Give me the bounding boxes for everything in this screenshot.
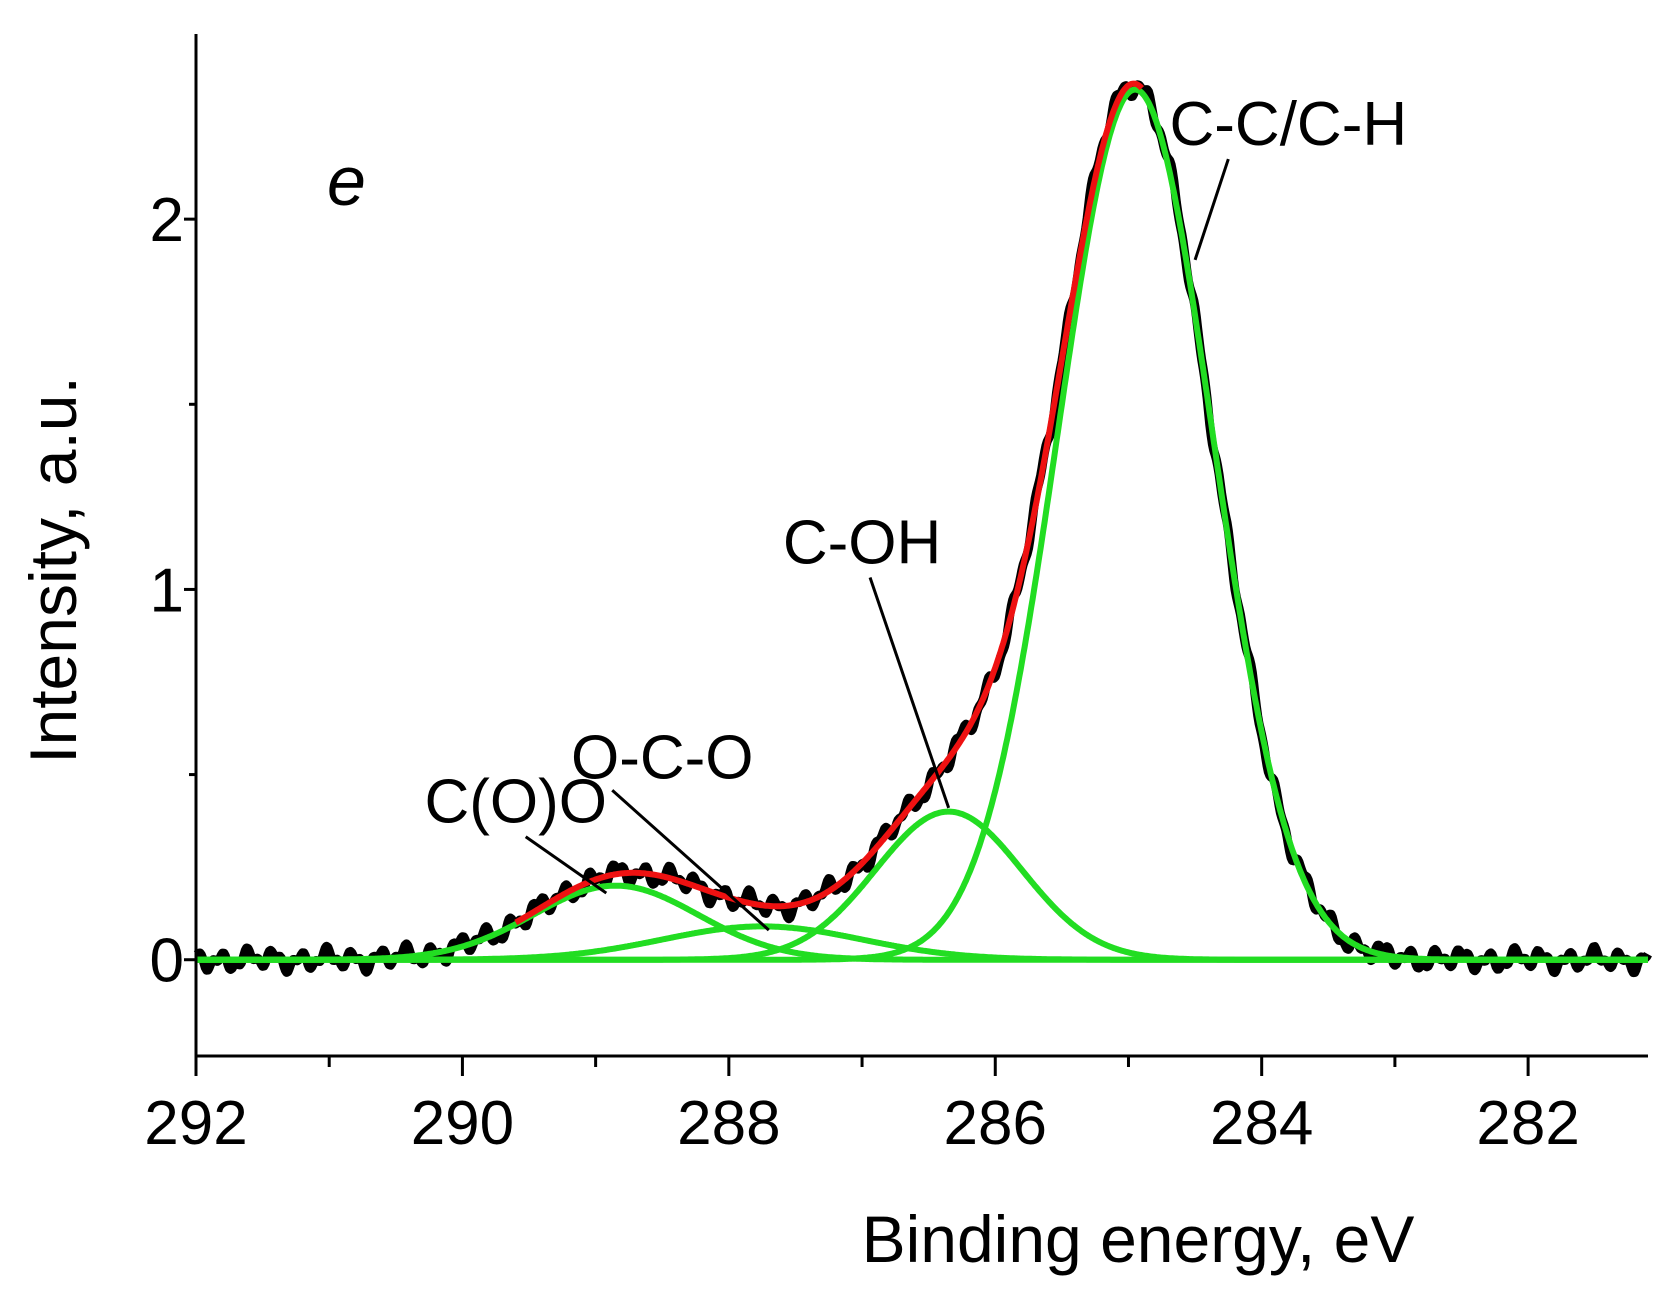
panel-label: e xyxy=(327,142,366,220)
annotation-o-c-o: O-C-O xyxy=(571,723,754,792)
leader-line-o-c-o xyxy=(611,789,770,932)
annotation-c-c-c-h: C-C/C-H xyxy=(1170,90,1408,159)
y-tick-label: 1 xyxy=(150,556,184,625)
y-tick-label: 2 xyxy=(150,186,184,255)
leader-line-c-c-c-h xyxy=(1193,158,1230,261)
x-tick-label: 286 xyxy=(944,1089,1047,1158)
x-tick-label: 290 xyxy=(411,1089,514,1158)
x-axis-title: Binding energy, eV xyxy=(862,1202,1415,1276)
leader-line-c-oh xyxy=(868,577,951,809)
leader-line-c-o-o xyxy=(524,835,608,895)
x-ticks: 292 290 288 286 284 282 xyxy=(144,1056,1580,1158)
x-tick-label: 288 xyxy=(677,1089,780,1158)
x-tick-label: 282 xyxy=(1476,1089,1579,1158)
x-tick-label: 284 xyxy=(1210,1089,1313,1158)
envelope-fit-line xyxy=(514,80,1144,926)
component-c-c-c-h-line xyxy=(196,86,1648,963)
y-tick-label: 0 xyxy=(150,927,184,996)
annotation-c-o-o: C(O)O xyxy=(424,768,607,837)
annotation-c-oh: C-OH xyxy=(783,509,941,578)
y-axis-title: Intensity, a.u. xyxy=(16,376,90,764)
annotations: C(O)OO-C-O C-OH C-C/C-H xyxy=(424,90,1408,932)
plot-area xyxy=(192,80,1652,978)
y-ticks: 0 1 2 xyxy=(150,186,196,996)
x-tick-label: 292 xyxy=(144,1089,247,1158)
